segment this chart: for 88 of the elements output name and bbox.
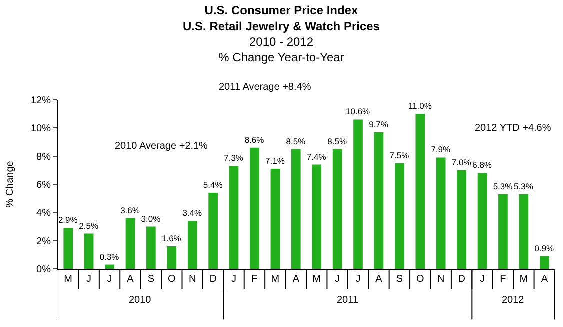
- y-tick-label: 6%: [36, 180, 52, 191]
- bar: [354, 120, 363, 269]
- x-tick-label: S: [148, 274, 155, 285]
- x-tick-label: J: [86, 274, 92, 285]
- bar: [208, 192, 218, 269]
- x-tick-label: F: [252, 274, 258, 285]
- data-label: 3.4%: [182, 208, 203, 218]
- x-tick-label: A: [127, 274, 134, 285]
- chart-subtitle: U.S. Retail Jewelry & Watch Prices 2010 - 2012 % Change Year-to-Year: [183, 19, 380, 65]
- y-tick-label: 4%: [36, 208, 52, 220]
- text: 2011 Average +8.4%: [219, 82, 312, 93]
- y-tick-label: 2%: [36, 236, 52, 248]
- x-tick-label: F: [500, 274, 506, 285]
- y-tick-label: 12%: [30, 96, 52, 106]
- bar: [126, 218, 136, 269]
- data-label: 1.6%: [162, 233, 182, 244]
- chart-title: U.S. Consumer Price Index: [204, 4, 359, 18]
- x-tick-label: M: [520, 274, 528, 285]
- x-tick-label: M: [271, 274, 280, 285]
- x-tick-label: A: [541, 274, 548, 285]
- y-tick-label: 10%: [30, 124, 52, 135]
- bar: [146, 226, 156, 269]
- x-tick-label: M: [312, 274, 322, 285]
- y-tick-label: 0%: [36, 264, 52, 276]
- bar: [229, 166, 239, 269]
- data-label: 3.6%: [120, 205, 140, 216]
- data-label: 7.0%: [452, 157, 472, 168]
- bar: [395, 163, 404, 269]
- data-label: 3.0%: [141, 214, 162, 224]
- data-label: 7.1%: [266, 156, 286, 166]
- data-label: 11.0%: [408, 101, 432, 112]
- data-label: 0.9%: [534, 243, 555, 254]
- bar: [332, 149, 342, 269]
- y-axis-title: % Change: [4, 160, 16, 208]
- bar: [250, 148, 260, 269]
- x-tick-label: D: [210, 274, 217, 285]
- x-tick-label: O: [168, 274, 176, 285]
- bar: [64, 228, 74, 269]
- bar: [498, 194, 508, 269]
- data-label: 5.4%: [203, 180, 224, 190]
- x-tick-label: M: [64, 274, 73, 285]
- bar: [291, 149, 301, 269]
- text: 2012: [502, 295, 525, 306]
- data-label: 10.6%: [346, 106, 371, 117]
- y-tick-label: 8%: [36, 152, 52, 163]
- data-label: 7.5%: [390, 150, 410, 160]
- bar: [84, 234, 94, 269]
- x-tick-label: S: [396, 274, 404, 285]
- bar: [270, 169, 280, 269]
- bar: [312, 164, 322, 269]
- text: 2011: [337, 295, 359, 306]
- x-tick-label: J: [232, 274, 237, 285]
- bar: [540, 256, 550, 269]
- bar: [519, 194, 529, 269]
- x-tick-label: J: [335, 274, 340, 285]
- annotation: 2010 Average +2.1%: [115, 141, 208, 152]
- x-tick-label: J: [356, 274, 361, 285]
- bar: [374, 132, 384, 269]
- bar: [105, 264, 114, 269]
- data-label: 5.3%: [514, 181, 534, 192]
- data-label: 2.9%: [58, 215, 78, 226]
- data-label: 5.3%: [493, 181, 514, 192]
- data-label: 7.4%: [306, 152, 327, 162]
- bar: [457, 170, 466, 269]
- data-label: 6.8%: [472, 160, 492, 170]
- data-label: 7.9%: [431, 144, 452, 155]
- bar: [436, 158, 446, 269]
- data-label: 8.5%: [328, 136, 348, 146]
- text: 2010: [129, 295, 152, 306]
- data-label: 8.5%: [286, 136, 306, 146]
- x-tick-label: A: [292, 274, 300, 285]
- bar: [167, 246, 177, 269]
- x-tick-label: O: [416, 274, 425, 285]
- data-label: 2.5%: [79, 220, 99, 231]
- bar: [416, 114, 426, 269]
- data-label: 0.3%: [100, 252, 120, 262]
- x-tick-label: J: [107, 274, 112, 285]
- x-tick-label: A: [376, 274, 383, 285]
- x-tick-label: N: [437, 274, 445, 285]
- x-tick-label: N: [188, 274, 196, 285]
- bar: [478, 173, 488, 269]
- data-label: 9.7%: [369, 119, 389, 130]
- annotation: 2012 YTD +4.6%: [475, 123, 552, 134]
- x-tick-label: D: [458, 274, 466, 285]
- x-tick-label: J: [480, 274, 486, 285]
- bar: [188, 221, 198, 269]
- data-label: 8.6%: [244, 134, 265, 145]
- data-label: 7.3%: [224, 153, 244, 164]
